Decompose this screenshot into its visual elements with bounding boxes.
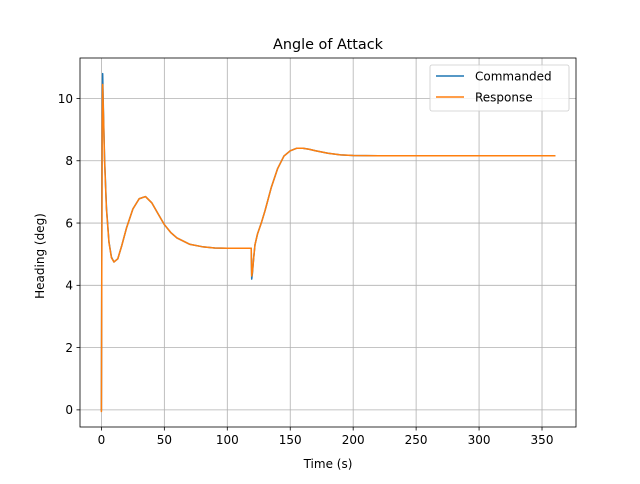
x-axis-label: Time (s) xyxy=(303,457,353,471)
ticks: 0 50 100 150 200 250 300 350 0 2 4 6 8 10 xyxy=(58,92,554,447)
y-tick-label: 4 xyxy=(65,279,73,293)
x-tick-label: 250 xyxy=(405,433,428,447)
series-layer xyxy=(100,72,556,413)
y-tick-label: 6 xyxy=(65,216,73,230)
legend-box xyxy=(429,64,570,112)
legend-label-commanded: Commanded xyxy=(475,69,552,83)
y-tick-label: 0 xyxy=(65,403,73,417)
grid xyxy=(80,58,576,427)
x-tick-label: 350 xyxy=(531,433,554,447)
chart-title: Angle of Attack xyxy=(273,37,384,53)
x-tick-label: 150 xyxy=(279,433,302,447)
x-tick-label: 50 xyxy=(157,433,172,447)
x-tick-label: 0 xyxy=(98,433,106,447)
x-tick-label: 100 xyxy=(216,433,239,447)
legend: Commanded Response xyxy=(429,64,570,112)
y-tick-label: 10 xyxy=(58,92,73,106)
y-tick-label: 2 xyxy=(65,341,73,355)
legend-label-response: Response xyxy=(475,90,533,104)
series-line-response xyxy=(100,83,556,413)
x-tick-label: 200 xyxy=(342,433,365,447)
y-tick-label: 8 xyxy=(65,154,73,168)
x-tick-label: 300 xyxy=(468,433,491,447)
axes-frame xyxy=(79,57,577,428)
y-axis-label: Heading (deg) xyxy=(33,213,47,299)
